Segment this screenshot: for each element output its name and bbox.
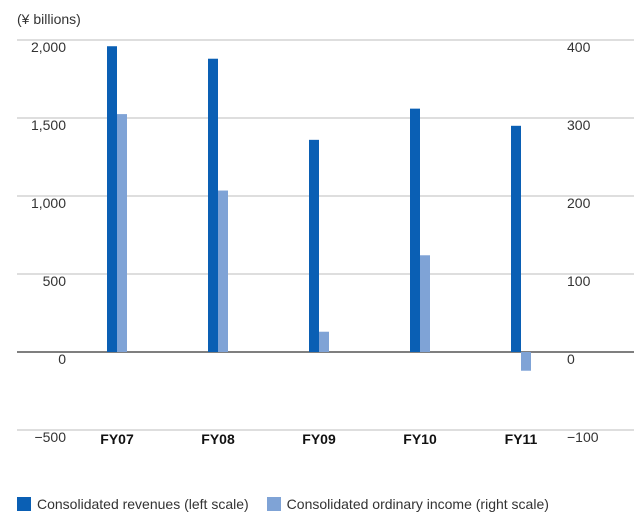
category-labels: FY07 FY08 FY09 FY10 FY11 bbox=[100, 431, 537, 447]
category-label-fy10: FY10 bbox=[403, 431, 437, 447]
category-label-fy09: FY09 bbox=[302, 431, 336, 447]
left-tick-label: −500 bbox=[34, 429, 66, 445]
bars bbox=[107, 46, 531, 371]
right-tick-label: 400 bbox=[567, 39, 591, 55]
legend-item-ordinary-income: Consolidated ordinary income (right scal… bbox=[266, 496, 549, 512]
right-tick-label: −100 bbox=[567, 429, 599, 445]
bar-revenues-fy11 bbox=[511, 125, 521, 352]
left-tick-label: 2,000 bbox=[31, 39, 66, 55]
unit-label: (¥ billions) bbox=[17, 11, 81, 27]
bar-ordinary-income-fy10 bbox=[420, 255, 430, 352]
right-tick-label: 200 bbox=[567, 195, 591, 211]
left-axis-ticks: 2,000 1,500 1,000 500 0 −500 bbox=[31, 39, 66, 445]
category-label-fy11: FY11 bbox=[505, 431, 538, 447]
left-tick-label: 500 bbox=[43, 273, 67, 289]
bar-chart: (¥ billions) 2,000 1,500 1,000 500 0 −500 400… bbox=[17, 11, 634, 447]
category-label-fy08: FY08 bbox=[201, 431, 235, 447]
right-tick-label: 100 bbox=[567, 273, 591, 289]
legend: Consolidated revenues (left scale) Conso… bbox=[17, 496, 567, 512]
bar-revenues-fy10 bbox=[410, 108, 420, 352]
category-label-fy07: FY07 bbox=[100, 431, 134, 447]
bar-revenues-fy08 bbox=[208, 58, 218, 352]
bar-revenues-fy07 bbox=[107, 46, 117, 353]
legend-swatch-revenues bbox=[17, 497, 31, 511]
right-tick-label: 0 bbox=[567, 351, 575, 367]
legend-label-ordinary-income: Consolidated ordinary income (right scal… bbox=[286, 496, 549, 512]
legend-swatch-ordinary-income bbox=[266, 497, 281, 511]
left-tick-label: 1,500 bbox=[31, 117, 66, 133]
right-tick-label: 300 bbox=[567, 117, 591, 133]
bar-ordinary-income-fy08 bbox=[218, 190, 228, 352]
bar-ordinary-income-fy09 bbox=[319, 331, 329, 352]
legend-label-revenues: Consolidated revenues (left scale) bbox=[37, 496, 249, 512]
right-axis-ticks: 400 300 200 100 0 −100 bbox=[567, 39, 599, 445]
left-tick-label: 0 bbox=[58, 351, 66, 367]
legend-item-revenues: Consolidated revenues (left scale) bbox=[17, 496, 249, 512]
bar-revenues-fy09 bbox=[309, 139, 319, 352]
left-tick-label: 1,000 bbox=[31, 195, 66, 211]
bar-ordinary-income-fy07 bbox=[117, 114, 127, 352]
bar-ordinary-income-fy11 bbox=[521, 352, 531, 371]
